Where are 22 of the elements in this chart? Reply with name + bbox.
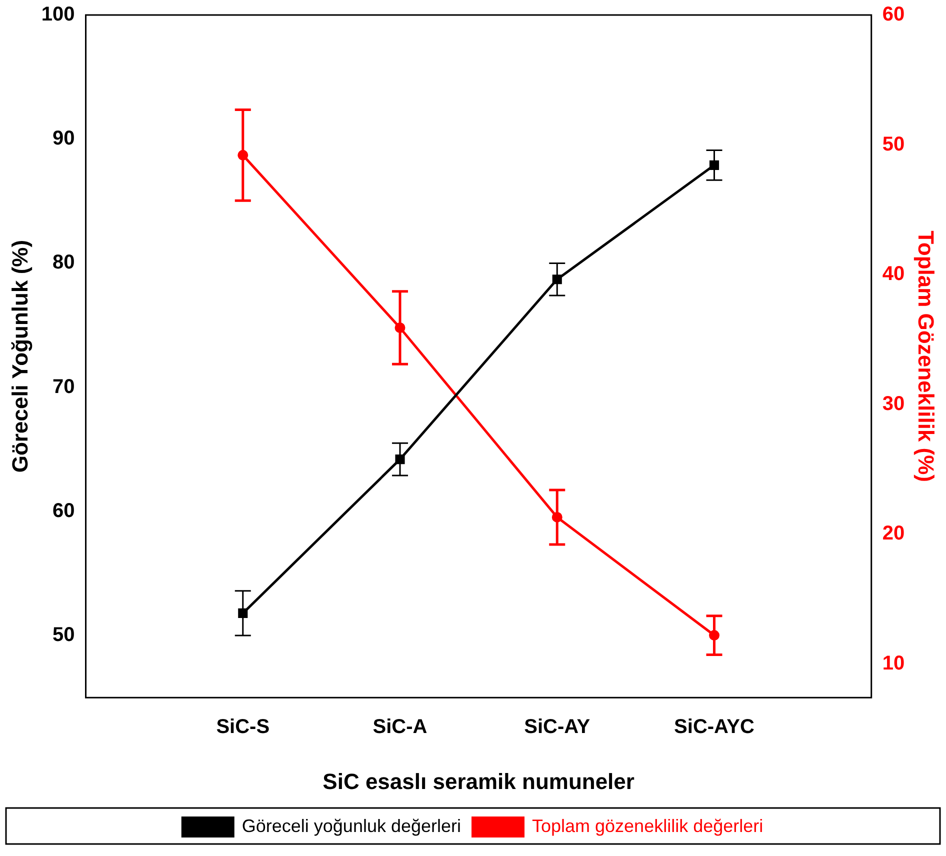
y2-tick-label: 40 xyxy=(882,263,905,286)
point xyxy=(395,454,405,464)
y-tick-label: 90 xyxy=(52,128,75,150)
x-tick-label: SiC-A xyxy=(372,716,428,738)
y2-tick-label: 10 xyxy=(882,652,905,674)
y-tick-label: 100 xyxy=(41,4,75,26)
y2-tick-label: 60 xyxy=(882,4,905,26)
y2-axis-title: Toplam Gözeneklilik (%) xyxy=(914,230,939,482)
x-axis-title: SiC esaslı seramik numuneler xyxy=(322,768,635,794)
y-tick-label: 80 xyxy=(52,252,75,274)
x-tick-label: SiC-AYC xyxy=(674,716,754,738)
y-axis-title: Göreceli Yoğunluk (%) xyxy=(7,240,32,473)
y-tick-label: 60 xyxy=(52,500,75,522)
x-tick-label: SiC-AY xyxy=(524,716,591,738)
x-tick-label: SiC-S xyxy=(216,716,270,738)
legend-label: Göreceli yoğunluk değerleri xyxy=(242,816,462,836)
y2-tick-label: 20 xyxy=(882,522,905,545)
legend-label: Toplam gözeneklilik değerleri xyxy=(532,816,764,836)
y-tick-label: 50 xyxy=(52,624,75,646)
y2-tick-label: 50 xyxy=(882,133,905,156)
y2-tick-label: 30 xyxy=(882,392,905,415)
y-tick-label: 70 xyxy=(52,376,75,398)
